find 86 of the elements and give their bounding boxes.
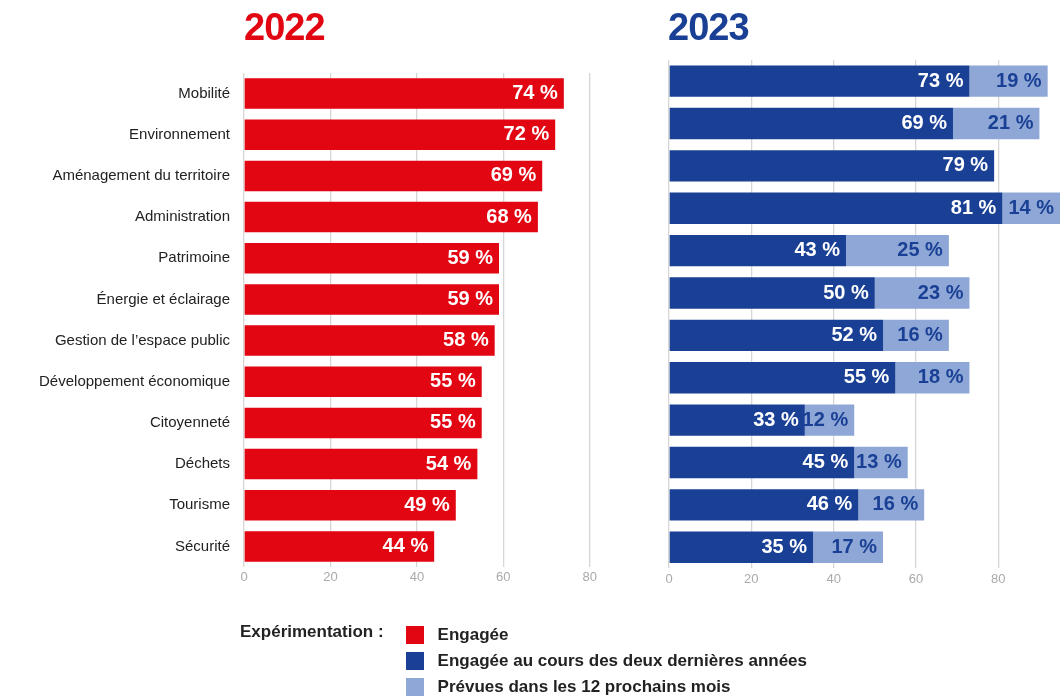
x-tick-label: 80 bbox=[582, 569, 597, 585]
bar bbox=[669, 489, 859, 521]
bar bbox=[244, 407, 482, 439]
data-label: 21 % bbox=[987, 111, 1034, 134]
data-label: 58 % bbox=[443, 328, 489, 351]
x-tick-label: 60 bbox=[908, 570, 924, 586]
data-label: 74 % bbox=[512, 81, 559, 104]
y-tick-label: Aménagement du territoire bbox=[52, 166, 230, 184]
data-label: 46 % bbox=[806, 492, 853, 515]
bar bbox=[244, 448, 478, 480]
bar bbox=[669, 404, 805, 436]
bar bbox=[669, 234, 846, 267]
data-label: 14 % bbox=[1008, 195, 1055, 218]
y-tick-label: Tourisme bbox=[169, 495, 230, 513]
bar bbox=[244, 78, 564, 109]
bar bbox=[244, 201, 538, 233]
x-tick-label: 20 bbox=[744, 570, 759, 586]
data-label: 73 % bbox=[917, 68, 964, 91]
bar bbox=[669, 531, 814, 563]
y-tick-label: Développement économique bbox=[39, 371, 230, 389]
x-tick-label: 40 bbox=[409, 569, 425, 585]
y-tick-label: Déchets bbox=[174, 454, 230, 472]
data-label: 13 % bbox=[856, 450, 902, 472]
data-label: 16 % bbox=[872, 492, 919, 515]
bar bbox=[244, 119, 556, 150]
data-label: 33 % bbox=[753, 407, 800, 430]
data-label: 59 % bbox=[447, 245, 494, 268]
chart-title: 2023 bbox=[668, 6, 749, 49]
legend-title: Expérimentation : bbox=[240, 622, 384, 643]
data-label: 50 % bbox=[823, 280, 869, 303]
x-tick-label: 60 bbox=[496, 569, 511, 585]
x-tick-label: 20 bbox=[323, 569, 338, 585]
bar bbox=[669, 150, 995, 182]
data-label: 79 % bbox=[942, 153, 989, 176]
data-label: 81 % bbox=[950, 195, 997, 218]
bar bbox=[669, 65, 970, 97]
bar bbox=[669, 107, 953, 140]
y-tick-label: Administration bbox=[134, 207, 230, 225]
bar bbox=[669, 446, 855, 479]
chart-title: 2022 bbox=[244, 6, 325, 49]
bar bbox=[669, 319, 884, 352]
legend-label: Prévues dans les 12 prochains mois bbox=[437, 677, 731, 697]
x-tick-label: 40 bbox=[826, 570, 841, 586]
y-tick-label: Environnement bbox=[129, 124, 231, 142]
data-label: 19 % bbox=[996, 68, 1042, 91]
data-label: 16 % bbox=[897, 322, 944, 345]
data-label: 55 % bbox=[843, 365, 890, 388]
bar bbox=[669, 192, 1003, 224]
legend-label: Engagée au cours des deux dernières années bbox=[437, 651, 808, 671]
bar bbox=[244, 490, 456, 521]
y-tick-label: Énergie et éclairage bbox=[96, 289, 230, 307]
data-label: 59 % bbox=[447, 286, 494, 309]
bar bbox=[244, 284, 500, 315]
data-label: 68 % bbox=[486, 204, 533, 227]
y-tick-label: Sécurité bbox=[174, 536, 230, 554]
data-label: 54 % bbox=[425, 451, 472, 474]
y-tick-label: Gestion de l’espace public bbox=[54, 330, 231, 348]
y-tick-label: Mobilité bbox=[178, 83, 230, 101]
data-label: 45 % bbox=[802, 450, 849, 472]
data-label: 18 % bbox=[917, 365, 964, 388]
x-tick-label: 0 bbox=[240, 569, 248, 585]
data-label: 17 % bbox=[831, 534, 878, 557]
data-label: 55 % bbox=[430, 410, 476, 433]
x-tick-label: 0 bbox=[665, 570, 673, 586]
bar bbox=[244, 160, 543, 192]
legend-label: Engagée bbox=[437, 625, 509, 645]
data-label: 23 % bbox=[917, 280, 964, 303]
x-tick-label: 80 bbox=[991, 570, 1006, 586]
data-label: 55 % bbox=[430, 369, 476, 392]
data-label: 72 % bbox=[503, 122, 550, 145]
y-tick-label: Patrimoine bbox=[158, 248, 230, 266]
data-label: 35 % bbox=[761, 534, 808, 557]
bar bbox=[669, 277, 875, 309]
data-label: 49 % bbox=[404, 492, 450, 515]
data-label: 43 % bbox=[794, 238, 841, 261]
data-label: 52 % bbox=[831, 322, 878, 345]
data-label: 69 % bbox=[901, 111, 948, 134]
bar bbox=[669, 362, 896, 394]
data-label: 44 % bbox=[382, 533, 429, 556]
bar bbox=[244, 325, 495, 356]
bar bbox=[244, 366, 482, 397]
y-tick-label: Citoyenneté bbox=[149, 413, 230, 431]
bar bbox=[244, 243, 500, 274]
data-label: 69 % bbox=[490, 163, 537, 186]
bar bbox=[244, 531, 435, 562]
data-label: 25 % bbox=[897, 238, 944, 261]
